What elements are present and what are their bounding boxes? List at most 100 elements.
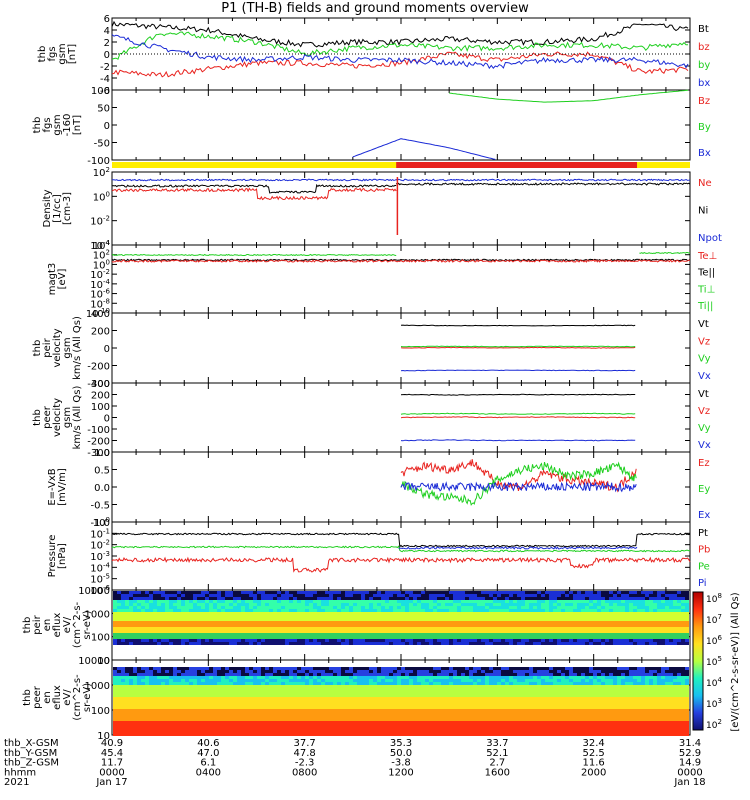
y-axis-label: en xyxy=(42,619,53,632)
spectrogram-cell xyxy=(333,727,337,730)
spectrogram-cell xyxy=(277,691,281,694)
spectrogram-cell xyxy=(177,621,181,624)
spectrogram-cell xyxy=(593,642,597,645)
spectrogram-cell xyxy=(317,730,321,733)
spectrogram-cell xyxy=(461,627,465,630)
spectrogram-cell xyxy=(133,642,137,645)
spectrogram-cell xyxy=(157,721,161,724)
spectrogram-cell xyxy=(557,639,561,642)
spectrogram-cell xyxy=(293,603,297,606)
spectrogram-cell xyxy=(221,627,225,630)
spectrogram-cell xyxy=(293,730,297,733)
spectrogram-cell xyxy=(401,633,405,636)
spectrogram-cell xyxy=(577,606,581,609)
spectrogram-cell xyxy=(381,706,385,709)
spectrogram-cell xyxy=(509,597,513,600)
spectrogram-cell xyxy=(413,600,417,603)
spectrogram-cell xyxy=(225,603,229,606)
spectrogram-cell xyxy=(129,670,133,673)
spectrogram-cell xyxy=(229,673,233,676)
spectrogram-cell xyxy=(121,694,125,697)
y-axis-label: -160 xyxy=(62,114,73,137)
spectrogram-cell xyxy=(573,639,577,642)
spectrogram-cell xyxy=(149,727,153,730)
spectrogram-cell xyxy=(449,594,453,597)
spectrogram-cell xyxy=(565,633,569,636)
spectrogram-cell xyxy=(301,688,305,691)
spectrogram-cell xyxy=(229,706,233,709)
y-tick-label: 200 xyxy=(91,327,110,338)
spectrogram-cell xyxy=(221,688,225,691)
spectrogram-cell xyxy=(269,679,273,682)
spectrogram-cell xyxy=(317,618,321,621)
spectrogram-cell xyxy=(165,670,169,673)
spectrogram-cell xyxy=(645,618,649,621)
spectrogram-cell xyxy=(329,688,333,691)
spectrogram-cell xyxy=(381,697,385,700)
spectrogram-cell xyxy=(117,624,121,627)
spectrogram-cell xyxy=(633,621,637,624)
spectrogram-cell xyxy=(153,606,157,609)
spectrogram-cell xyxy=(373,685,377,688)
spectrogram-cell xyxy=(189,597,193,600)
spectrogram-cell xyxy=(281,603,285,606)
spectrogram-cell xyxy=(245,697,249,700)
spectrogram-cell xyxy=(253,712,257,715)
spectrogram-cell xyxy=(165,715,169,718)
spectrogram-cell xyxy=(477,627,481,630)
spectrogram-cell xyxy=(357,691,361,694)
spectrogram-cell xyxy=(677,597,681,600)
spectrogram-cell xyxy=(445,615,449,618)
spectrogram-cell xyxy=(597,612,601,615)
spectrogram-cell xyxy=(145,606,149,609)
spectrogram-cell xyxy=(437,609,441,612)
spectrogram-cell xyxy=(145,688,149,691)
spectrogram-cell xyxy=(585,597,589,600)
spectrogram-cell xyxy=(337,709,341,712)
spectrogram-cell xyxy=(137,624,141,627)
spectrogram-cell xyxy=(405,636,409,639)
spectrogram-cell xyxy=(229,633,233,636)
spectrogram-cell xyxy=(593,627,597,630)
spectrogram-cell xyxy=(485,591,489,594)
spectrogram-cell xyxy=(597,636,601,639)
spectrogram-cell xyxy=(245,670,249,673)
spectrogram-cell xyxy=(177,606,181,609)
spectrogram-cell xyxy=(285,600,289,603)
spectrogram-cell xyxy=(117,724,121,727)
spectrogram-cell xyxy=(649,639,653,642)
spectrogram-cell xyxy=(581,624,585,627)
spectrogram-cell xyxy=(337,688,341,691)
spectrogram-cell xyxy=(233,612,237,615)
spectrogram-cell xyxy=(205,673,209,676)
spectrogram-cell xyxy=(457,624,461,627)
spectrogram-cell xyxy=(469,621,473,624)
spectrogram-cell xyxy=(129,594,133,597)
spectrogram-cell xyxy=(157,597,161,600)
spectrogram-cell xyxy=(169,627,173,630)
spectrogram-cell xyxy=(309,715,313,718)
spectrogram-cell xyxy=(273,609,277,612)
spectrogram-cell xyxy=(249,709,253,712)
spectrogram-cell xyxy=(201,667,205,670)
spectrogram-cell xyxy=(189,624,193,627)
spectrogram-cell xyxy=(349,733,353,736)
spectrogram-cell xyxy=(209,709,213,712)
spectrogram-cell xyxy=(509,636,513,639)
spectrogram-cell xyxy=(369,609,373,612)
spectrogram-cell xyxy=(305,703,309,706)
spectrogram-cell xyxy=(381,682,385,685)
spectrogram-cell xyxy=(253,670,257,673)
spectrogram-cell xyxy=(185,706,189,709)
spectrogram-cell xyxy=(525,606,529,609)
legend-entry: Ex xyxy=(698,510,710,521)
spectrogram-cell xyxy=(369,685,373,688)
spectrogram-cell xyxy=(241,712,245,715)
spectrogram-cell xyxy=(425,615,429,618)
spectrogram-cell xyxy=(633,615,637,618)
spectrogram-cell xyxy=(113,615,117,618)
spectrogram-cell xyxy=(393,618,397,621)
spectrogram-cell xyxy=(189,673,193,676)
spectrogram-cell xyxy=(353,633,357,636)
